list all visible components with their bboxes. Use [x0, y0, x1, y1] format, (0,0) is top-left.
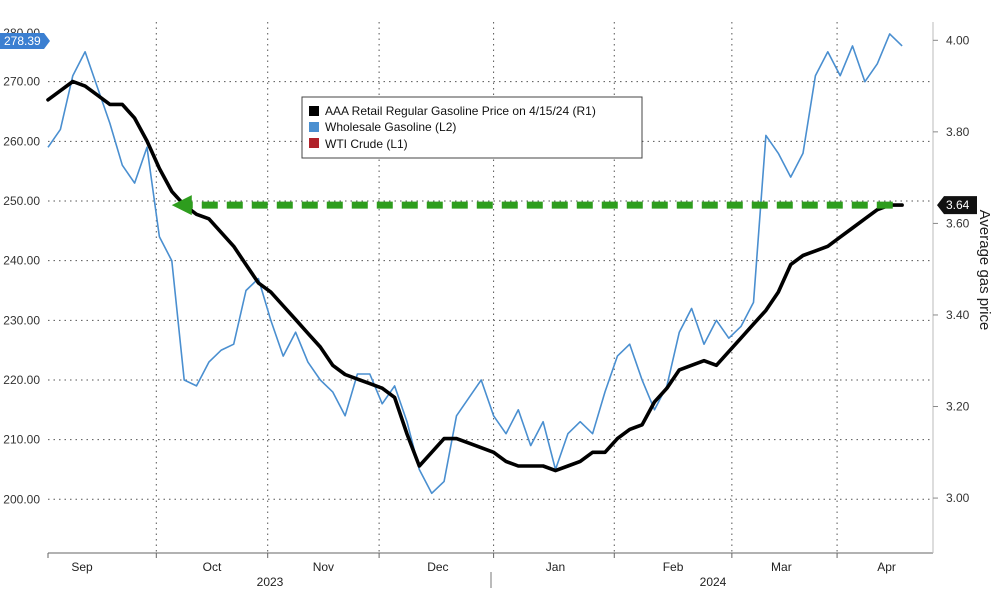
- left-tick-label: 240.00: [3, 254, 40, 268]
- left-tick-label: 200.00: [3, 492, 40, 506]
- legend-swatch-retail: [309, 106, 319, 116]
- x-axis-month-ticks: Sep Oct Nov Dec Jan Feb Mar Apr: [47, 553, 896, 574]
- right-tick-label: 3.40: [946, 308, 970, 322]
- month-label: Apr: [877, 560, 896, 574]
- right-tick-label: 4.00: [946, 33, 970, 47]
- left-tick-label: 210.00: [3, 433, 40, 447]
- left-axis-ticks: 270.00 260.00 250.00 240.00 230.00 220.00 210.…: [3, 75, 40, 507]
- month-label: Sep: [71, 560, 93, 574]
- legend-entry-retail: AAA Retail Regular Gasoline Price on 4/1…: [325, 104, 596, 118]
- legend: AAA Retail Regular Gasoline Price on 4/1…: [301, 96, 643, 159]
- left-tick-label: 230.00: [3, 313, 40, 327]
- month-label: Oct: [203, 560, 222, 574]
- right-tick-label: 3.00: [946, 491, 970, 505]
- month-label: Feb: [663, 560, 684, 574]
- legend-entry-wti: WTI Crude (L1): [325, 137, 408, 151]
- grid-lines: [48, 22, 933, 553]
- left-tick-label: 250.00: [3, 194, 40, 208]
- left-last-value-badge: [0, 33, 50, 49]
- right-tick-label: 3.80: [946, 125, 970, 139]
- green-arrow-head: [171, 195, 192, 216]
- right-axis-label: Average gas price: [976, 210, 993, 331]
- month-label: Dec: [427, 560, 448, 574]
- legend-swatch-wti: [309, 138, 319, 148]
- legend-swatch-wholesale: [309, 122, 319, 132]
- month-label: Mar: [771, 560, 792, 574]
- left-tick-label: 270.00: [3, 75, 40, 89]
- left-last-value-text: 278.39: [4, 34, 41, 48]
- year-label-2024: 2024: [700, 575, 727, 589]
- left-tick-label: 220.00: [3, 373, 40, 387]
- right-last-value-badge: [937, 196, 977, 215]
- right-tick-label: 3.20: [946, 400, 970, 414]
- year-label-2023: 2023: [257, 575, 284, 589]
- right-last-value-text: 3.64: [946, 198, 970, 212]
- wholesale-gasoline-line: [47, 33, 903, 495]
- right-tick-label: 3.60: [946, 216, 970, 230]
- month-label: Nov: [313, 560, 334, 574]
- right-axis-ticks: 4.00 3.80 3.60 3.40 3.20 3.00: [933, 33, 970, 505]
- month-label: Jan: [546, 560, 565, 574]
- left-tick-label: 260.00: [3, 134, 40, 148]
- legend-entry-wholesale: Wholesale Gasoline (L2): [325, 120, 456, 134]
